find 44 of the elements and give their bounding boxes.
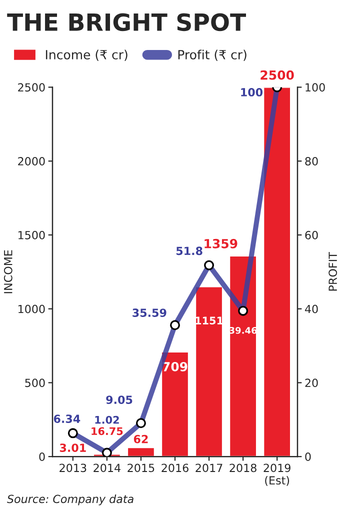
y2-tick-label: 40	[304, 304, 318, 314]
data-label: 1151	[196, 316, 223, 324]
data-label: 2500	[260, 70, 294, 80]
y-tick-label: 2000	[18, 157, 45, 166]
y-tick-label: 500	[25, 378, 45, 388]
y2-tick-label: 60	[305, 230, 318, 240]
chart-title: THE BRIGHT SPOT	[7, 13, 246, 32]
data-label: 1359	[204, 238, 238, 248]
x-tick-label: 2015	[128, 464, 154, 472]
data-label: 100	[241, 88, 263, 96]
y-tick-label: 0	[39, 452, 45, 461]
y2-tick-label: 20	[305, 378, 318, 388]
y2-tick-label: 0	[305, 452, 311, 461]
source-note: Source: Company data	[7, 494, 134, 506]
bar	[228, 255, 258, 457]
data-label: 6.34	[54, 414, 80, 423]
bar	[126, 446, 156, 457]
legend-label: Profit (₹ cr)	[178, 50, 246, 61]
y-tick-label: 1500	[18, 230, 45, 240]
y2-tick-label: 80	[305, 157, 318, 166]
y-tick-label: 2500	[18, 83, 45, 92]
bar	[194, 286, 224, 457]
data-label: 35.59	[132, 308, 166, 317]
bar	[160, 351, 190, 457]
x-tick-label: 2016	[162, 464, 188, 472]
y2-axis-title: PROFIT	[328, 252, 338, 291]
data-label: 16.75	[92, 427, 123, 436]
y-axis-title: INCOME	[4, 250, 12, 294]
x-tick-label: 2014	[94, 464, 120, 472]
data-label: 51.8	[176, 246, 202, 256]
y2-tick-label: 100	[306, 83, 325, 92]
x-tick-label: 2017	[196, 464, 222, 472]
y-tick-label: 1000	[18, 304, 45, 314]
x-tick-label: 2018	[230, 464, 256, 472]
data-label: 1.02	[95, 416, 119, 424]
data-label: 709	[162, 362, 188, 372]
data-label: 39.46	[229, 326, 257, 334]
data-label: 9.05	[106, 396, 132, 404]
data-label: 3.01	[60, 444, 86, 452]
data-label: 62	[134, 434, 148, 444]
x-tick-label: 2013	[60, 464, 86, 472]
legend-label: Income (₹ cr)	[46, 50, 128, 61]
bar	[262, 87, 292, 457]
x-tick-label: 2019 (Est)	[264, 464, 290, 486]
